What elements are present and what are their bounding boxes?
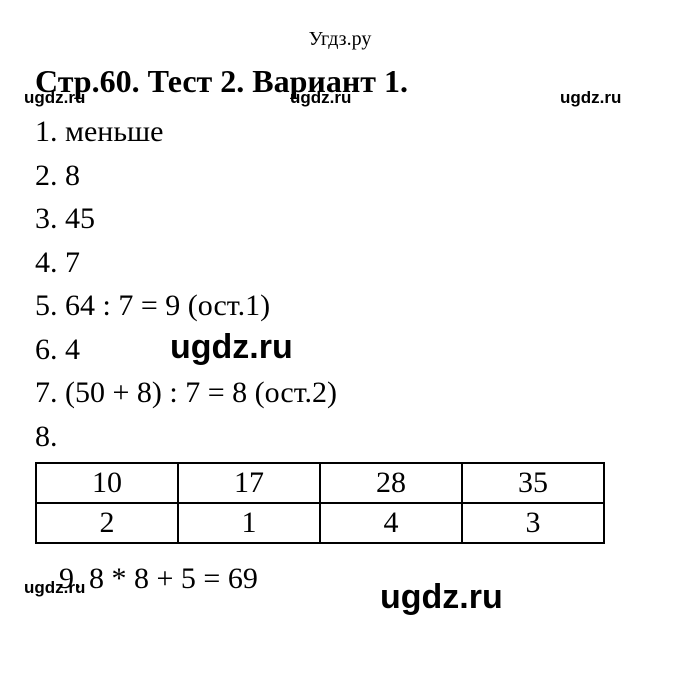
table-row: 10 17 28 35: [36, 463, 604, 503]
answer-line-7: 7. (50 + 8) : 7 = 8 (ост.2): [35, 371, 645, 415]
answer-line-5: 5. 64 : 7 = 9 (ост.1): [35, 284, 645, 328]
answer-line-3: 3. 45: [35, 197, 645, 241]
table-cell: 4: [320, 503, 462, 543]
table-cell: 3: [462, 503, 604, 543]
table-cell: 2: [36, 503, 178, 543]
answer-line-1: 1. меньше: [35, 110, 645, 154]
table-cell: 17: [178, 463, 320, 503]
page-title: Стр.60. Тест 2. Вариант 1.: [35, 63, 645, 100]
answer-line-6: 6. 4: [35, 328, 645, 372]
answer-line-8: 8.: [35, 415, 645, 459]
table-cell: 1: [178, 503, 320, 543]
table-cell: 35: [462, 463, 604, 503]
site-header: Угдз.ру: [35, 28, 645, 51]
answer-line-4: 4. 7: [35, 241, 645, 285]
table-cell: 28: [320, 463, 462, 503]
table-cell: 10: [36, 463, 178, 503]
answer-table: 10 17 28 35 2 1 4 3: [35, 462, 605, 544]
answer-line-2: 2. 8: [35, 154, 645, 198]
answer-line-9: 9. 8 * 8 + 5 = 69: [35, 562, 645, 596]
table-row: 2 1 4 3: [36, 503, 604, 543]
page-content: Угдз.ру Стр.60. Тест 2. Вариант 1. 1. ме…: [0, 0, 680, 596]
